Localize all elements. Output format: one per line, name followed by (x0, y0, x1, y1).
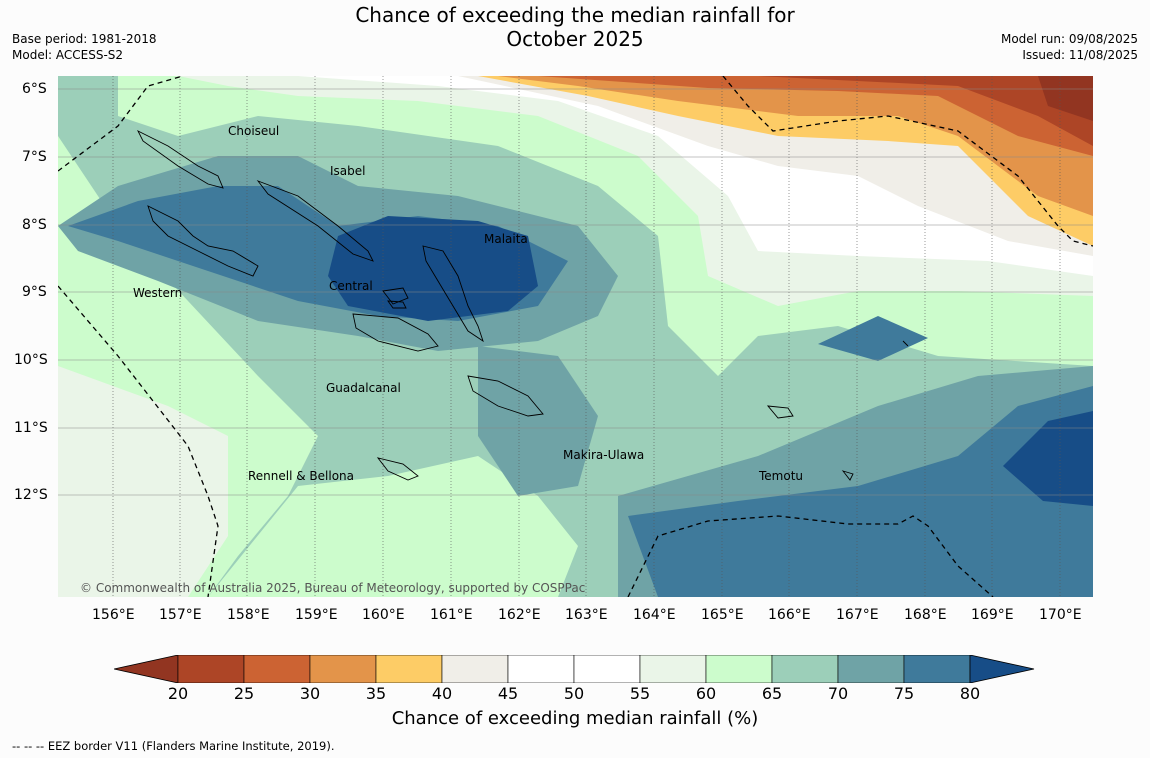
lon-tick: 166°E (768, 607, 811, 623)
band-over-80-solomon (328, 216, 538, 321)
label-rennell-bellona: Rennell & Bellona (248, 469, 355, 483)
colorbar-segments (177, 655, 971, 683)
lat-tick: 12°S (14, 487, 48, 503)
band-over-80-southeast (1003, 411, 1093, 506)
label-malaita: Malaita (484, 232, 528, 246)
colorbar-segment (705, 655, 773, 683)
colorbar-tick: 40 (431, 684, 453, 703)
band-60-south (208, 456, 578, 597)
lon-tick: 168°E (904, 607, 947, 623)
label-isabel: Isabel (330, 164, 366, 178)
colorbar-tick: 70 (827, 684, 849, 703)
lon-tick: 160°E (362, 607, 405, 623)
choiseul-island (136, 129, 224, 189)
colorbar-segment (177, 655, 245, 683)
model-run: Model run: 09/08/2025 (1000, 32, 1138, 46)
lon-tick: 162°E (498, 607, 541, 623)
issued-date: Issued: 11/08/2025 (1022, 48, 1138, 62)
colorbar-segment (837, 655, 905, 683)
eez-legend: -- -- -- EEZ border V11 (Flanders Marine… (12, 739, 335, 753)
band-80-southeast (628, 386, 1093, 597)
title-line-1: Chance of exceeding the median rainfall … (355, 3, 795, 27)
colorbar-tick: 80 (959, 684, 981, 703)
colorbar (114, 655, 1035, 683)
band-under-20 (1038, 76, 1093, 121)
lat-tick: 6°S (22, 81, 47, 97)
colorbar-tick: 60 (695, 684, 717, 703)
lat-tick: 9°S (22, 284, 47, 300)
colorbar-tick: 30 (299, 684, 321, 703)
lon-tick: 161°E (430, 607, 473, 623)
band-75-central (478, 346, 598, 496)
lat-tick: 11°S (14, 420, 48, 436)
lon-tick: 163°E (565, 607, 608, 623)
colorbar-segment (903, 655, 971, 683)
band-55-west (58, 366, 228, 597)
colorbar-segment (507, 655, 575, 683)
colorbar-tick: 35 (365, 684, 387, 703)
central-islands (382, 287, 409, 309)
colorbar-tick: 50 (563, 684, 585, 703)
lon-tick: 170°E (1039, 607, 1082, 623)
lat-tick: 10°S (14, 352, 48, 368)
colorbar-segment (771, 655, 839, 683)
base-period: Base period: 1981-2018 (12, 32, 157, 46)
label-choiseul: Choiseul (228, 124, 280, 138)
lat-tick: 8°S (22, 217, 47, 233)
colorbar-under-arrow (114, 655, 179, 683)
colorbar-segment (441, 655, 509, 683)
colorbar-tick: 20 (167, 684, 189, 703)
lon-tick: 157°E (159, 607, 202, 623)
lon-tick: 164°E (633, 607, 676, 623)
eez-borders (58, 76, 1093, 597)
label-central: Central (329, 279, 373, 293)
temotu-islands (766, 340, 909, 481)
band-25 (538, 76, 1093, 156)
colorbar-tick: 45 (497, 684, 519, 703)
label-temotu: Temotu (759, 469, 804, 483)
malaita-island (422, 245, 484, 343)
colorbar-tick: 55 (629, 684, 651, 703)
colorbar-segment (375, 655, 443, 683)
label-western: Western (133, 286, 183, 300)
colorbar-label: Chance of exceeding median rainfall (%) (391, 708, 759, 729)
model-name: Model: ACCESS-S2 (12, 48, 124, 62)
title-line-2: October 2025 (506, 27, 644, 51)
colorbar-tick: 75 (893, 684, 915, 703)
lon-tick: 169°E (971, 607, 1014, 623)
colorbar-segment (309, 655, 377, 683)
lon-tick: 156°E (92, 607, 135, 623)
colorbar-tick: 65 (761, 684, 783, 703)
lon-tick: 167°E (836, 607, 879, 623)
colorbar-segment (243, 655, 311, 683)
band-20 (758, 76, 1093, 146)
lon-tick: 165°E (701, 607, 744, 623)
makira-island (467, 375, 544, 417)
label-guadalcanal: Guadalcanal (326, 381, 401, 395)
rennell-island (376, 457, 419, 481)
isabel-island (256, 180, 374, 262)
rainfall-map: © Commonwealth of Australia 2025, Bureau… (58, 76, 1093, 597)
western-islands (147, 205, 259, 277)
lon-tick: 158°E (227, 607, 270, 623)
colorbar-tick: 25 (233, 684, 255, 703)
band-30 (498, 76, 1093, 216)
colorbar-segment (639, 655, 707, 683)
band-80-east-small (818, 316, 928, 361)
colorbar-segment (573, 655, 641, 683)
map-title: Chance of exceeding the median rainfall … (0, 3, 1150, 51)
lon-tick: 159°E (295, 607, 338, 623)
meta-left: Base period: 1981-2018 Model: ACCESS-S2 (12, 31, 157, 63)
guadalcanal-island (352, 313, 439, 352)
lat-tick: 7°S (22, 149, 47, 165)
meta-right: Model run: 09/08/2025 Issued: 11/08/2025 (1001, 31, 1138, 63)
islands (136, 129, 909, 481)
colorbar-over-arrow (969, 655, 1035, 683)
label-makira-ulawa: Makira-Ulawa (563, 448, 645, 462)
graticule-lat (58, 88, 1093, 496)
copyright: © Commonwealth of Australia 2025, Bureau… (80, 581, 585, 595)
